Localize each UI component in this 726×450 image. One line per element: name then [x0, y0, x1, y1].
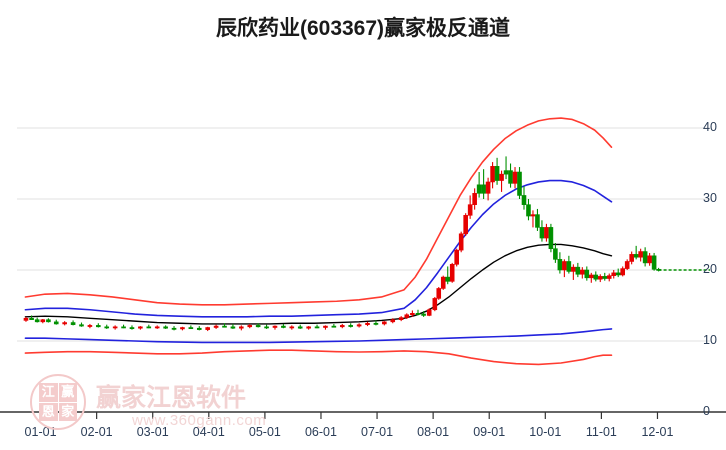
x-axis-tick-11-01: 11-01 [585, 425, 617, 439]
candlestick-series [23, 156, 661, 332]
x-axis-tick-07-01: 07-01 [361, 425, 394, 439]
x-axis-tick-09-01: 09-01 [473, 425, 506, 439]
y-axis-tick-10: 10 [703, 333, 717, 347]
x-axis-tick-10-01: 10-01 [529, 425, 562, 439]
gridlines [17, 127, 710, 342]
y-axis-tick-0: 0 [703, 404, 710, 418]
x-axis-tick-06-01: 06-01 [304, 425, 337, 439]
page-title: 辰欣药业(603367)赢家极反通道 [215, 17, 511, 40]
x-axis-tick-08-01: 08-01 [417, 425, 450, 439]
x-axis-tick-04-01: 04-01 [192, 425, 225, 439]
y-axis-tick-30: 30 [703, 191, 717, 205]
x-axis-tick-01-01: 01-01 [24, 425, 57, 439]
axes [0, 411, 726, 419]
y-axis-tick-40: 40 [703, 120, 717, 134]
x-axis-tick-02-01: 02-01 [80, 425, 113, 439]
x-axis-tick-05-01: 05-01 [248, 425, 281, 439]
y-axis-tick-20: 20 [703, 262, 717, 276]
x-axis-tick-12-01: 12-01 [641, 425, 674, 439]
x-axis-tick-03-01: 03-01 [136, 425, 169, 439]
